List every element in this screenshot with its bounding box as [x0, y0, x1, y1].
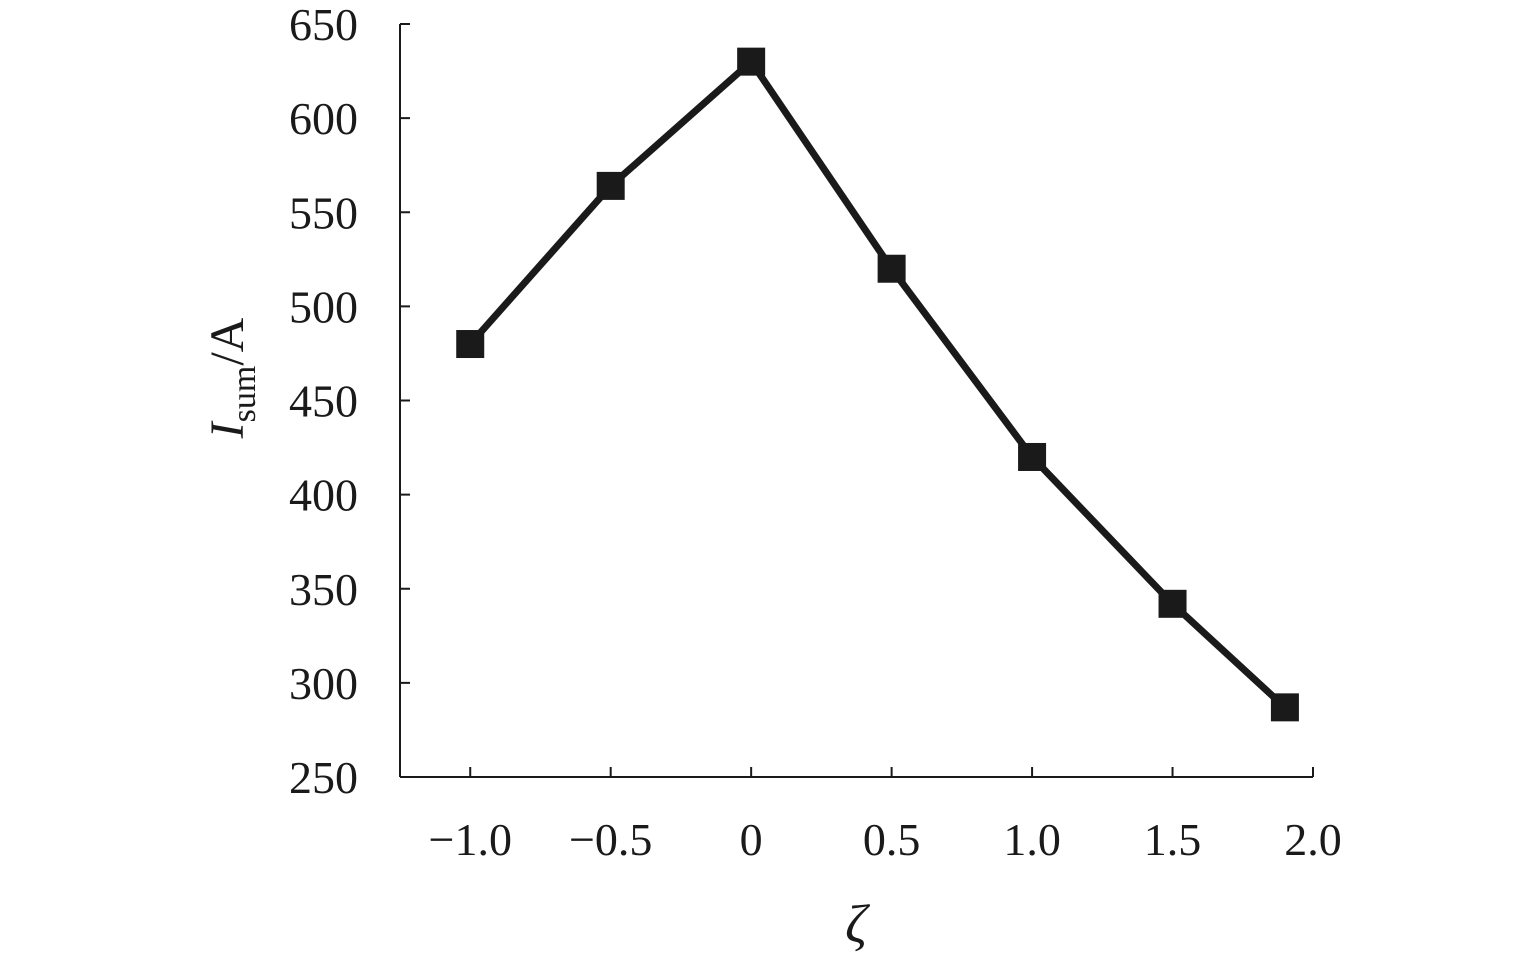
data-point-marker — [1270, 693, 1299, 722]
axes — [399, 24, 1313, 778]
data-point-marker — [737, 47, 766, 76]
y-axis-title-subscript: sum — [226, 366, 263, 423]
y-tick-label: 350 — [289, 564, 358, 615]
data-point-marker — [1158, 589, 1187, 618]
x-tick-label: 1.0 — [1003, 814, 1061, 865]
y-tick-label: 600 — [289, 93, 358, 144]
x-tick-label: 0.5 — [863, 814, 921, 865]
data-point-marker — [877, 254, 906, 283]
x-tick-label: 0 — [740, 814, 763, 865]
y-tick-label: 450 — [289, 376, 358, 427]
y-ticks: 250 300 350 400 450 500 550 600 650 — [289, 0, 410, 803]
y-axis-title-unit: /A — [201, 317, 254, 365]
data-point-marker — [596, 171, 625, 200]
x-axis-title: ζ — [845, 894, 870, 954]
data-point-marker — [1018, 442, 1047, 471]
x-tick-label: 2.0 — [1284, 814, 1342, 865]
y-tick-label: 650 — [289, 0, 358, 50]
y-tick-label: 550 — [289, 187, 358, 238]
x-ticks: −1.0 −0.5 0 0.5 1.0 1.5 2.0 — [429, 767, 1342, 865]
y-tick-label: 300 — [289, 658, 358, 709]
x-tick-label: −0.5 — [569, 814, 652, 865]
y-axis-title-main: I — [201, 420, 254, 439]
x-tick-label: 1.5 — [1144, 814, 1202, 865]
y-tick-label: 500 — [289, 281, 358, 332]
y-axis-title: Isum/A — [201, 317, 263, 439]
y-tick-label: 250 — [289, 752, 358, 803]
data-point-marker — [456, 330, 485, 359]
y-tick-label: 400 — [289, 470, 358, 521]
series — [456, 47, 1299, 722]
x-tick-label: −1.0 — [429, 814, 512, 865]
